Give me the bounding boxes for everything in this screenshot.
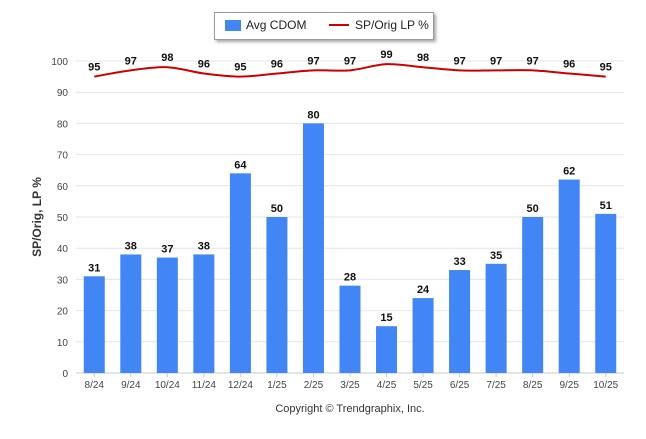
y-tick-label-0: 0 bbox=[62, 369, 68, 380]
bar-7/25 bbox=[486, 264, 507, 373]
bar-6/25 bbox=[449, 270, 470, 373]
line-value-label-9/24: 97 bbox=[125, 55, 137, 67]
bar-value-label-2/25: 80 bbox=[307, 109, 319, 121]
bar-3/25 bbox=[340, 286, 361, 373]
bar-9/25 bbox=[559, 180, 580, 373]
bar-value-label-10/24: 37 bbox=[161, 244, 173, 256]
x-tick-label-10/25: 10/25 bbox=[593, 380, 618, 391]
x-tick-label-9/24: 9/24 bbox=[121, 380, 141, 391]
legend-swatch-sp-orig-lp bbox=[329, 24, 349, 26]
x-tick-label-12/24: 12/24 bbox=[228, 380, 253, 391]
line-value-label-6/25: 97 bbox=[453, 55, 465, 67]
bar-8/24 bbox=[84, 276, 105, 373]
y-tick-label-10: 10 bbox=[57, 338, 69, 349]
bar-value-label-9/24: 38 bbox=[125, 240, 137, 252]
y-tick-label-90: 90 bbox=[57, 88, 69, 99]
bar-10/24 bbox=[157, 258, 178, 373]
bar-value-label-5/25: 24 bbox=[417, 284, 430, 296]
bar-value-label-10/25: 51 bbox=[600, 200, 612, 212]
x-tick-label-6/25: 6/25 bbox=[450, 380, 470, 391]
bar-11/24 bbox=[193, 254, 214, 373]
line-value-label-7/25: 97 bbox=[490, 55, 502, 67]
legend-label-avg-cdom: Avg CDOM bbox=[246, 18, 306, 32]
bar-12/24 bbox=[230, 173, 251, 373]
bar-value-label-4/25: 15 bbox=[380, 312, 392, 324]
legend: Avg CDOM SP/Orig LP % bbox=[214, 12, 434, 40]
bar-8/25 bbox=[522, 217, 543, 373]
bar-value-label-9/25: 62 bbox=[563, 166, 575, 178]
line-value-label-2/25: 97 bbox=[307, 55, 319, 67]
line-value-label-10/24: 98 bbox=[161, 52, 173, 64]
bar-value-label-3/25: 28 bbox=[344, 272, 356, 284]
bar-4/25 bbox=[376, 326, 397, 373]
x-tick-label-9/25: 9/25 bbox=[559, 380, 579, 391]
y-tick-label-20: 20 bbox=[57, 307, 69, 318]
bar-1/25 bbox=[266, 217, 287, 373]
line-value-label-9/25: 96 bbox=[563, 58, 575, 70]
bar-value-label-6/25: 33 bbox=[453, 256, 465, 268]
bar-value-label-8/24: 31 bbox=[88, 262, 100, 274]
line-value-label-3/25: 97 bbox=[344, 55, 356, 67]
x-tick-label-10/24: 10/24 bbox=[155, 380, 180, 391]
legend-label-sp-orig-lp: SP/Orig LP % bbox=[355, 18, 429, 32]
bar-value-label-8/25: 50 bbox=[527, 203, 539, 215]
bar-10/25 bbox=[595, 214, 616, 373]
y-tick-label-80: 80 bbox=[57, 119, 69, 130]
y-tick-label-70: 70 bbox=[57, 151, 69, 162]
line-value-label-1/25: 96 bbox=[271, 58, 283, 70]
x-tick-label-11/24: 11/24 bbox=[192, 380, 217, 391]
line-value-label-5/25: 98 bbox=[417, 52, 429, 64]
x-tick-label-3/25: 3/25 bbox=[340, 380, 360, 391]
x-tick-label-4/25: 4/25 bbox=[377, 380, 397, 391]
bar-value-label-1/25: 50 bbox=[271, 203, 283, 215]
bar-value-label-12/24: 64 bbox=[234, 159, 247, 171]
bar-5/25 bbox=[413, 298, 434, 373]
y-tick-label-30: 30 bbox=[57, 275, 69, 286]
y-tick-label-40: 40 bbox=[57, 244, 69, 255]
bar-2/25 bbox=[303, 123, 324, 373]
x-tick-label-5/25: 5/25 bbox=[413, 380, 433, 391]
line-value-label-4/25: 99 bbox=[380, 49, 392, 61]
y-axis-title: SP/Orig, LP % bbox=[30, 177, 44, 257]
line-value-label-8/25: 97 bbox=[527, 55, 539, 67]
bar-9/24 bbox=[120, 254, 141, 373]
x-tick-label-2/25: 2/25 bbox=[304, 380, 324, 391]
y-tick-label-60: 60 bbox=[57, 182, 69, 193]
y-tick-label-50: 50 bbox=[57, 213, 69, 224]
x-tick-label-8/25: 8/25 bbox=[523, 380, 543, 391]
legend-swatch-avg-cdom bbox=[225, 20, 241, 31]
x-tick-label-7/25: 7/25 bbox=[486, 380, 506, 391]
x-tick-label-8/24: 8/24 bbox=[85, 380, 105, 391]
line-value-label-8/24: 95 bbox=[88, 62, 100, 74]
line-value-label-11/24: 96 bbox=[198, 58, 210, 70]
y-tick-label-100: 100 bbox=[51, 57, 68, 68]
line-value-label-12/24: 95 bbox=[234, 62, 246, 74]
copyright-footer: Copyright © Trendgraphix, Inc. bbox=[275, 403, 424, 415]
bar-value-label-11/24: 38 bbox=[198, 240, 210, 252]
bar-value-label-7/25: 35 bbox=[490, 250, 502, 262]
x-tick-label-1/25: 1/25 bbox=[267, 380, 287, 391]
line-value-label-10/25: 95 bbox=[600, 62, 612, 74]
